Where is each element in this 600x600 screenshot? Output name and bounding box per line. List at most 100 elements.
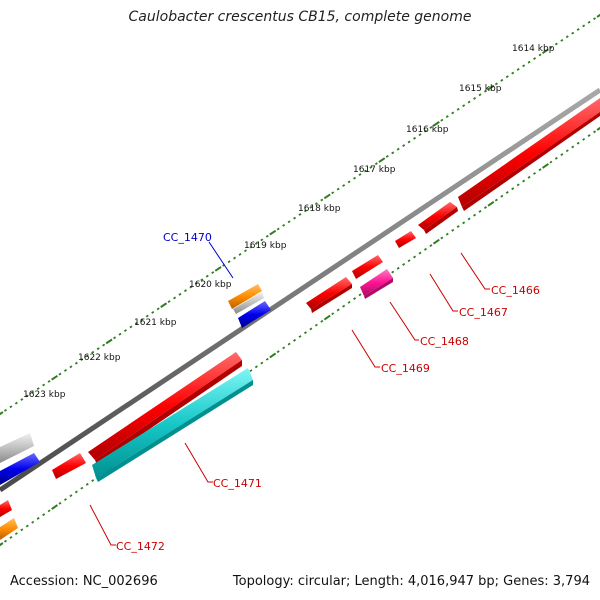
ruler-tick	[287, 220, 291, 224]
ruler-tick	[396, 266, 400, 270]
gene-cc-1468[interactable]	[360, 269, 393, 299]
ruler-tick	[320, 319, 324, 323]
gene-left-blue[interactable]	[0, 453, 40, 485]
ruler-tick	[3, 408, 7, 412]
ruler-tick	[353, 176, 357, 180]
ruler-tick	[287, 342, 291, 346]
ruler-tick	[549, 160, 553, 164]
ruler-tick	[549, 46, 553, 50]
label-cc-1471[interactable]: CC_1471	[213, 477, 262, 490]
ruler-tick	[483, 206, 487, 210]
gene-cc-1470[interactable]	[228, 284, 271, 328]
ruler-tick	[487, 84, 495, 91]
ruler-tick	[69, 494, 73, 498]
ruler-tick	[276, 350, 280, 354]
ruler-tick	[134, 321, 138, 325]
ruler-tick	[596, 13, 600, 18]
leader-cc-1468	[389, 301, 419, 341]
ruler-tick	[9, 535, 13, 539]
ruler-tick	[96, 347, 100, 351]
ruler-tick	[309, 327, 313, 331]
label-cc-1468[interactable]: CC_1468	[420, 335, 469, 348]
ruler-tick	[582, 24, 586, 28]
ruler-tick	[243, 249, 247, 253]
gene-cc-1466[interactable]	[458, 98, 600, 211]
ruler-inner-ticks	[0, 126, 600, 547]
leader-cc-1466	[460, 252, 490, 290]
ruler-tick	[200, 278, 204, 282]
ruler-tick	[402, 263, 406, 266]
ruler-tick	[342, 304, 346, 308]
ruler-tick	[565, 149, 569, 153]
ruler-label-1615: 1615 kbp	[459, 84, 502, 94]
label-cc-1472[interactable]: CC_1472	[116, 540, 165, 553]
ruler-tick	[178, 292, 182, 296]
ruler-tick	[522, 64, 526, 68]
ruler-tick	[432, 121, 440, 127]
label-cc-1466[interactable]: CC_1466	[491, 284, 540, 297]
ruler-tick	[451, 228, 455, 232]
ruler-tick	[167, 300, 171, 303]
ruler-tick	[516, 183, 520, 187]
ruler-tick	[254, 365, 258, 369]
ruler-tick	[282, 346, 286, 350]
gene-cc-1472[interactable]	[0, 352, 242, 517]
ruler-tick	[423, 129, 427, 133]
ruler-tick	[440, 118, 444, 122]
label-cc-1469[interactable]: CC_1469	[381, 362, 430, 375]
ruler-tick	[303, 331, 307, 335]
ruler-tick	[42, 513, 46, 517]
ruler-tick	[194, 282, 198, 285]
ruler-tick	[85, 482, 89, 486]
ruler-tick	[587, 20, 591, 24]
label-cc-1467[interactable]: CC_1467	[459, 306, 508, 319]
ruler-tick	[467, 217, 471, 221]
ruler-tick	[80, 358, 84, 362]
ruler-tick	[25, 394, 29, 398]
ruler-tick	[214, 266, 222, 272]
ruler-tick	[36, 387, 40, 391]
ruler-tick	[456, 225, 460, 228]
ruler-tick	[113, 336, 117, 340]
ruler-tick	[391, 270, 395, 274]
ruler-tick	[522, 179, 526, 183]
ruler-tick	[593, 130, 597, 134]
ruler-tick	[85, 354, 89, 358]
ruler-tick	[63, 498, 67, 501]
ruler-tick	[423, 247, 427, 251]
ruler-tick	[282, 223, 286, 227]
ruler-tick	[418, 133, 422, 137]
gene-cc-1471[interactable]	[92, 368, 253, 482]
ruler-tick	[314, 323, 318, 327]
ruler-tick	[473, 97, 477, 100]
ruler-tick	[336, 187, 340, 191]
ruler-tick	[445, 115, 449, 118]
gene-cc-1467[interactable]	[395, 202, 458, 248]
ruler-tick	[429, 126, 433, 129]
ruler-tick	[102, 343, 106, 347]
ruler-tick	[358, 293, 362, 297]
ruler-tick	[494, 198, 498, 202]
ruler-tick	[347, 300, 351, 304]
ruler-tick	[511, 71, 515, 75]
gene-cc-1469[interactable]	[306, 255, 383, 313]
ruler-tick	[596, 126, 600, 131]
ruler-tick	[378, 157, 386, 163]
ruler-tick	[118, 332, 122, 336]
gene-left-orange[interactable]	[0, 518, 18, 540]
label-cc-1470[interactable]: CC_1470	[163, 231, 212, 244]
ruler-tick	[576, 141, 580, 145]
ruler-tick	[483, 89, 487, 93]
ruler-tick	[233, 256, 237, 260]
leader-cc-1472	[89, 504, 116, 546]
gene-left-grey[interactable]	[0, 433, 34, 463]
ruler-tick	[500, 194, 504, 198]
ruler-tick	[451, 111, 455, 115]
ruler-tick	[58, 372, 62, 376]
ruler-tick	[462, 104, 466, 108]
ruler-tick	[363, 169, 367, 173]
ruler-tick	[587, 134, 591, 138]
ruler-tick	[385, 155, 389, 158]
ruler-tick	[582, 137, 586, 141]
